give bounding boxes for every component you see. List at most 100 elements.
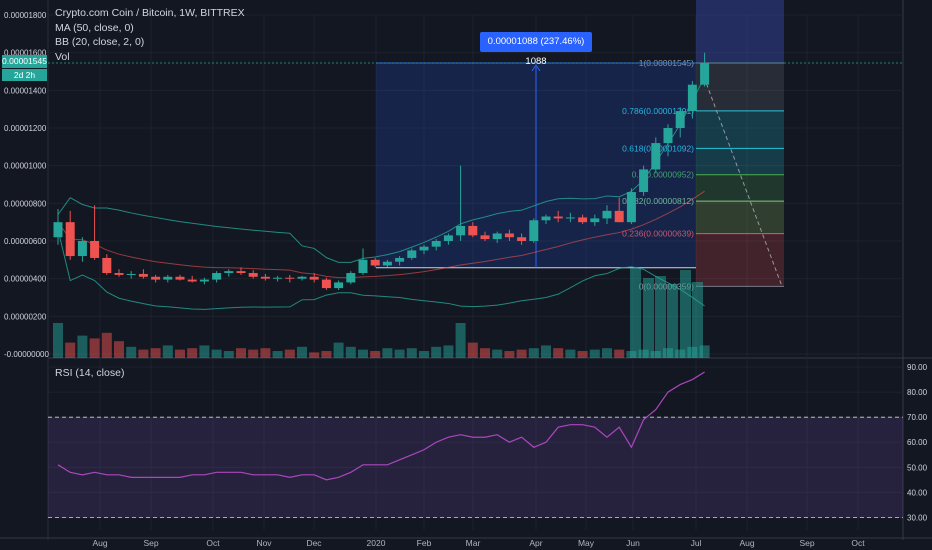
volume-bar — [126, 346, 137, 358]
axes: 0.00001800 0.00001600 0.00001400 0.00001200… — [4, 11, 928, 548]
candle-body — [163, 276, 173, 280]
x-tick-label: Jul — [691, 538, 702, 548]
candle-body — [590, 218, 600, 223]
volume-bar — [114, 341, 124, 358]
candles — [53, 52, 710, 290]
volume-bar — [211, 349, 222, 358]
candle-body — [529, 220, 539, 241]
volume-bar — [297, 346, 307, 358]
volume-bar — [699, 345, 710, 358]
volume-bar — [370, 351, 381, 358]
candle-body — [492, 233, 502, 240]
legend-bb[interactable]: BB (20, close, 2, 0) — [55, 36, 145, 48]
candle-body — [395, 257, 405, 262]
candle-body — [321, 279, 331, 289]
candle-body — [517, 237, 527, 241]
volume-bar — [643, 278, 654, 358]
fib-trend-line — [703, 76, 783, 287]
candle-body — [65, 222, 75, 257]
volume-bar — [589, 349, 600, 358]
candle-body — [419, 246, 429, 251]
volume-bar — [236, 348, 246, 358]
fib-zone — [696, 201, 784, 234]
candle-body — [700, 63, 710, 85]
candle-body — [114, 273, 124, 275]
candle-body — [382, 261, 392, 266]
rsi-pane — [48, 371, 903, 518]
candle-body — [651, 143, 661, 170]
candle-body — [370, 259, 380, 266]
volume-bar — [655, 276, 666, 358]
volume-bar — [602, 348, 612, 358]
fib-level-label: 0(0.00000359) — [639, 281, 694, 291]
volume-bar — [406, 348, 417, 358]
current-price-tag: 0.00001545 — [2, 55, 47, 68]
volume-bar — [53, 323, 63, 358]
x-tick-label: Sep — [143, 538, 158, 548]
volume-bar — [101, 332, 112, 358]
y-tick-label: 0.00001600 — [4, 49, 47, 58]
candle-body — [663, 128, 673, 144]
candle-body — [346, 273, 356, 283]
candle-body — [236, 271, 246, 274]
legend-rsi[interactable]: RSI (14, close) — [55, 367, 125, 379]
y-tick-label: 0.00001800 — [4, 11, 47, 20]
fib-level-label: 0.382(0.00000812) — [622, 196, 694, 206]
rsi-y-tick-label: 60.00 — [907, 438, 928, 447]
volume-bar — [175, 349, 185, 358]
measure-label[interactable]: 0.00001088 (237.46%) 1088 — [480, 32, 592, 67]
rsi-y-tick-label: 50.00 — [907, 463, 928, 472]
y-tick-label: 0.00001200 — [4, 124, 47, 133]
volume-bar — [455, 323, 466, 358]
candle-body — [675, 111, 685, 128]
volume-bar — [162, 345, 173, 358]
y-tick-label: 0.00001400 — [4, 86, 47, 95]
candle-body — [187, 279, 197, 282]
volume-bar — [223, 351, 234, 358]
candle-body — [456, 225, 466, 236]
fib-zone — [696, 233, 784, 287]
candle-body — [407, 250, 417, 258]
volume-bar — [553, 348, 564, 358]
rsi-y-tick-label: 40.00 — [907, 488, 928, 497]
x-tick-label: May — [578, 538, 595, 548]
candle-body — [126, 273, 136, 275]
volume-bar — [382, 348, 393, 358]
volume-bar — [667, 284, 678, 358]
volume-bar — [504, 351, 515, 358]
fib-retracement[interactable]: 1(0.00001545)0.786(0.00001291)0.618(0.00… — [622, 0, 784, 291]
candle-body — [90, 241, 100, 258]
candle-body — [309, 276, 319, 280]
volume-bar — [528, 348, 539, 358]
volume-bar — [333, 342, 344, 358]
candle-body — [358, 259, 368, 274]
volume-bar — [138, 349, 149, 358]
legend-title: Crypto.com Coin / Bitcoin, 1W, BITTREX — [55, 7, 245, 19]
y-tick-label: 0.00000600 — [4, 237, 47, 246]
volume-bar — [565, 349, 576, 358]
volume-bar — [480, 348, 490, 358]
volume-bar — [419, 351, 429, 358]
candle-body — [77, 241, 87, 257]
volume-bar — [443, 345, 454, 358]
volume-bar — [680, 270, 691, 358]
y-tick-label: 0.00001000 — [4, 162, 47, 171]
volume-bar — [89, 338, 100, 358]
candle-body — [224, 271, 234, 274]
y-tick-label: 0.00000200 — [4, 312, 47, 321]
fib-zone — [696, 63, 784, 111]
candle-body — [248, 273, 258, 277]
volume-bar — [492, 349, 503, 358]
volume-bar — [692, 282, 703, 358]
candle-body — [273, 277, 283, 279]
volume-bar — [516, 349, 527, 358]
x-tick-label: Aug — [92, 538, 107, 548]
candle-body — [553, 216, 563, 219]
bb-basis — [57, 190, 705, 279]
candle-body — [102, 257, 112, 274]
legend-vol[interactable]: Vol — [55, 50, 70, 63]
volume-bar — [65, 342, 76, 358]
legend-ma[interactable]: MA (50, close, 0) — [55, 21, 134, 34]
volume-bar — [345, 346, 356, 358]
